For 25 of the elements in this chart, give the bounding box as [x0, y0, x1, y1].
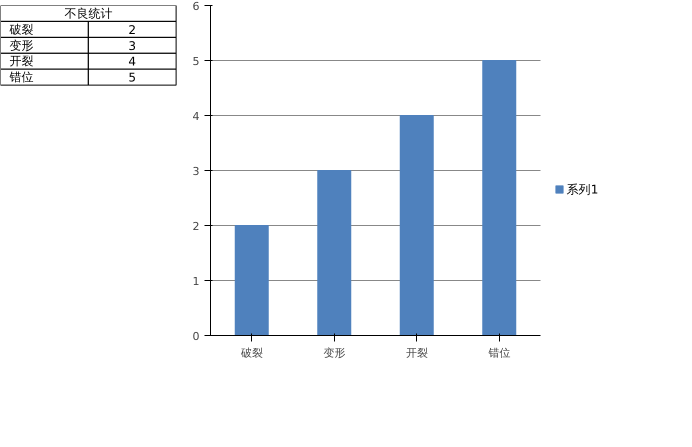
text: 变形 — [9, 38, 34, 52]
y-tick-label: 5 — [192, 55, 200, 68]
y-tick-label: 4 — [192, 110, 200, 123]
text: 3 — [128, 38, 136, 53]
x-tick-label: 变形 — [323, 346, 346, 360]
bar — [234, 225, 269, 336]
text: 错位 — [8, 70, 34, 84]
legend-label: 系列1 — [566, 182, 598, 196]
text: 破裂 — [8, 22, 34, 36]
y-tick-label: 6 — [192, 0, 200, 13]
x-tick-label: 破裂 — [240, 346, 263, 360]
text: 开裂 — [9, 54, 34, 68]
y-tick-label: 3 — [192, 165, 200, 178]
text: 不良统计 — [64, 6, 112, 20]
bar — [400, 115, 434, 336]
y-tick-label: 2 — [192, 220, 200, 233]
x-tick-label: 开裂 — [406, 346, 428, 360]
text: 2 — [128, 22, 136, 37]
bar — [317, 170, 352, 336]
bar — [482, 60, 516, 336]
y-tick-label: 0 — [192, 330, 200, 343]
x-tick-label: 错位 — [487, 346, 510, 360]
y-tick-label: 1 — [192, 275, 200, 288]
text: 5 — [128, 70, 136, 85]
text: 4 — [128, 54, 136, 69]
